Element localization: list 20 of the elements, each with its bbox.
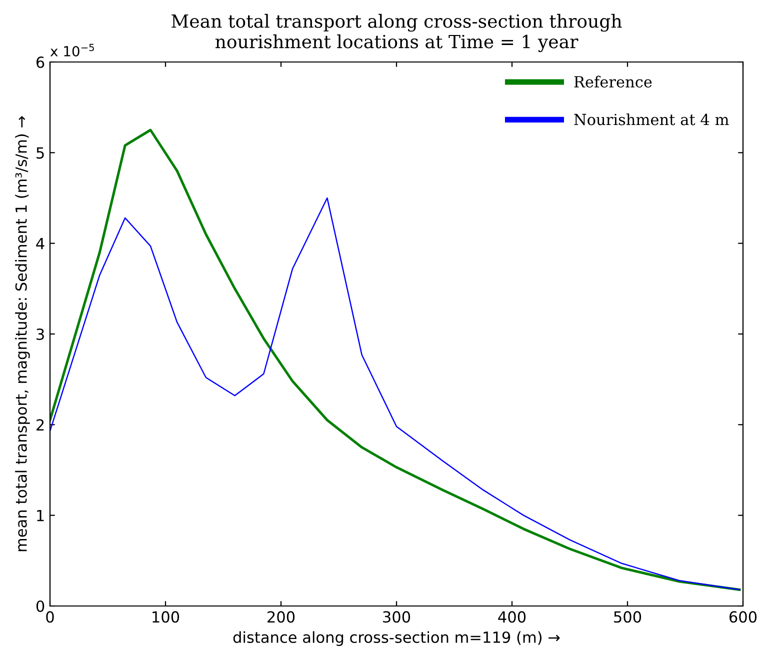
y-tick-label: 4 [36,238,44,250]
x-axis-title: distance along cross-section m=119 (m) → [233,631,560,646]
y-tick-label: 5 [36,147,44,159]
x-tick-label: 600 [729,611,757,623]
chart-title: Mean total transport along cross-section through nourishment locations at Time = 1 year [172,14,622,52]
x-tick-label: 0 [46,611,54,623]
legend-label: Nourishment at 4 m [574,113,729,126]
legend-label: Reference [574,76,652,88]
x-tick-label: 400 [498,611,526,623]
text: x 10$^{−5}$ [50,44,94,56]
y-tick-label: 0 [36,600,44,612]
y-axis-title: mean total transport, magnitude: Sediment 1 (m³/s/m) → [15,116,30,552]
x-tick-label: 100 [152,611,180,623]
x-tick-label: 200 [268,611,295,623]
y-tick-label: 2 [36,419,44,430]
y-tick-label: 6 [36,56,44,68]
y-tick-label: 1 [37,510,44,522]
x-tick-label: 300 [383,611,410,623]
x-tick-label: 500 [614,611,642,623]
y-tick-label: 3 [36,328,44,340]
